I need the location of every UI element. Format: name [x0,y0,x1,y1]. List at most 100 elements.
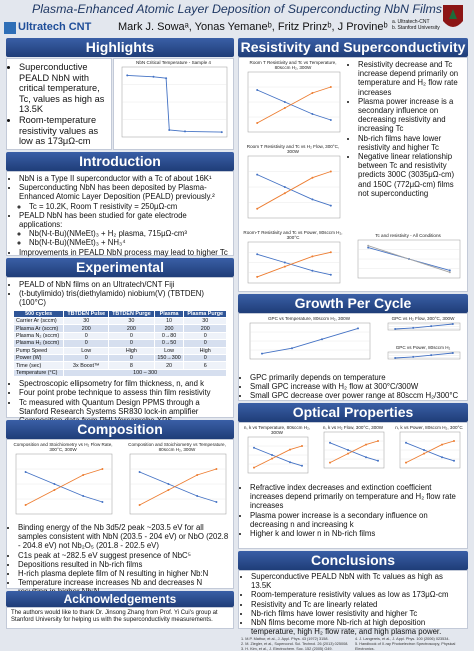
table-cell: High [108,346,155,355]
plot [387,351,461,360]
table-cell: Plasma N₂ (sccm) [12,331,65,341]
plot-curve [405,440,455,464]
plot-dot [101,468,104,470]
plot-dot [220,131,223,134]
sub-bullet: Tc = 10.2K, Room T resistivity = 250μΩ-c… [29,202,231,211]
bullet-list: PEALD of NbN films on an Ultratech/CNT F… [9,280,231,308]
table-row: Plasma N₂ (sccm) 0 0 0→80 0 [12,331,227,341]
plot-curve [253,445,303,469]
section-heading: Growth Per Cycle [238,294,468,313]
affiliations: a. Ultratech-CNT b. Stanford University [392,19,440,31]
bullet-list: Resistivity decrease and Tc increase dep… [348,60,466,198]
optical-text: Refractive index decreases and extinctio… [240,483,466,538]
section-heading: Highlights [6,38,234,57]
table-cell: 20 [153,361,185,370]
bullet: Room-temperature resistivity values as l… [251,590,465,599]
bullet: Superconducting NbN has been deposited b… [19,183,231,211]
plot-curve [257,253,331,276]
bullet-list: NbN is a Type II superconductor with a T… [9,174,231,266]
plot-dot [283,107,286,109]
bullet: Room-temperature resistivity values as l… [19,115,109,147]
plot-dot [329,273,332,276]
bullet: Tc measured with Quantum Design PPMS thr… [19,398,231,416]
bullet: Plasma power increase is a secondary inf… [358,97,466,134]
chart-title: GPC vs Power, 80sccm H₂ [395,345,451,350]
bullet: GPC primarily depends on temperature [250,373,466,382]
bullet: Four point probe technique to assess thi… [19,388,231,397]
plot-dot [329,461,331,464]
table-cell: Carrier Ar (sccm) [12,316,65,326]
plot-curve [368,245,450,273]
plot-dot [451,352,454,355]
bullet: Small GPC increase with H₂ flow at 300°C… [250,382,466,391]
table-header: 500 cycles [12,309,65,319]
plot-dot [253,446,255,449]
bullet: Resistivity decrease and Tc increase dep… [358,60,466,97]
plot-dot [101,501,104,503]
plot-dot [291,347,293,350]
table-row: Pump Speed Low High Low High [12,346,227,355]
plot [247,155,341,219]
table-cell: 0 [63,353,110,363]
bullet: Resistivity and Tc are linearly related [251,600,465,609]
plot-dot [253,466,255,469]
plot-curve [329,442,379,462]
chart-image: Room T Resistivity and Tc vs Temperature… [240,59,346,139]
plot-dot [24,471,27,473]
plot-curve [257,174,331,207]
plot-curve [127,74,222,133]
plot-dot [394,327,397,330]
table-header-row: 500 cycles TBTDEN Pulse TBTDEN Purge Plasma… [12,309,227,319]
table-header: Plasma Purge [183,309,227,319]
composition-text: Binding energy of the Nb 3d5/2 peak ~203… [8,523,232,597]
plot-dot [271,457,273,460]
bullet: H-rich plasma deplete film of N resultin… [18,569,232,578]
plot-dot [184,130,186,133]
plot-dot [167,489,170,491]
table-header: TBTDEN Pulse [63,309,110,319]
bullet: Nb-rich films have lower resistivity and… [358,134,466,152]
bullet: C1s peak at ~282.5 eV suggest presence o… [18,551,232,560]
bullet: Nb-rich films have lower resistivity and… [251,609,465,618]
chart-title: GPC vs Temperature, 80sccm H₂, 300W [267,316,351,321]
plot-dot [283,261,286,264]
table-cell: 100 – 300 [63,368,227,378]
table-row: Time (sec) 3x Boost™ 8 20 6 [12,361,227,370]
plot-dot [82,474,85,476]
chart-image: n, k vs Power, 80sccm H₂, 300°C [392,424,466,480]
plot-dot [412,326,415,329]
highlights-text: Superconductive PEALD NbN with critical … [6,58,112,150]
plot-dot [321,338,323,341]
table-cell: Temperature (°C) [12,368,65,378]
bullet-list: GPC primarily depends on temperatureSmal… [240,373,466,401]
plot [121,66,228,138]
logo-icon [4,22,16,34]
chart-image: Room-T Resistivity and Tc vs Power, 80sc… [240,229,346,290]
plot-dot [283,265,286,268]
plot-dot [53,483,56,485]
plot-dot [377,440,379,442]
plot-dot [152,75,155,78]
plot-dot [430,354,433,357]
table-cell: Power (W) [12,353,65,363]
plot-dot [256,122,259,124]
table-row: Carrier Ar (sccm) 30 30 10 30 [12,316,227,326]
plot [323,431,385,469]
section-heading: Experimental [6,258,234,277]
table-cell: 30 [63,316,110,326]
table-cell: 0 [108,331,155,341]
poster-title: Plasma-Enhanced Atomic Layer Deposition … [31,2,442,16]
plot-dot [82,495,85,497]
authors: Mark J. Sowaᵃ, Yonas Yemaneᵇ, Fritz Prin… [118,21,388,33]
bullet: Higher k and lower n in Nb-rich films [250,529,466,538]
plot-dot [311,113,314,115]
table-cell: 0→50 [153,339,185,348]
conclusions-box: Superconductive PEALD NbN with Tc values… [238,570,468,651]
bullet: NbN films become more Nb-rich at high de… [251,618,465,636]
chart-title: GPC vs H₂ Flow, 300°C, 300W [391,316,455,321]
plot-curve [257,89,331,121]
chart-title: NbN Critical Temperature - Sample 4 [136,60,211,65]
table-cell: 0 [183,331,227,341]
bullet: Superconductive PEALD NbN with critical … [19,62,109,115]
table-cell: 30 [108,316,155,326]
